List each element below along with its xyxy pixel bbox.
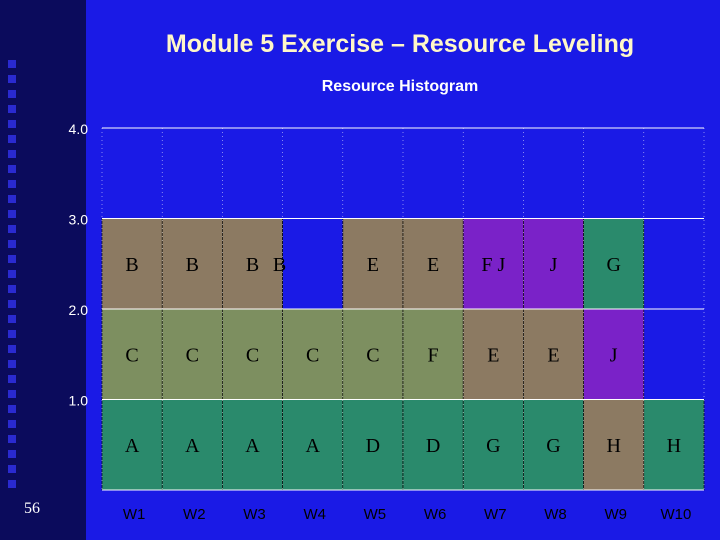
segment-label: J [610,344,618,366]
decor-square [8,150,16,158]
x-tick-label: W2 [183,506,206,523]
decor-square [8,360,16,368]
decor-square [8,420,16,428]
segment-label: B [273,254,286,276]
y-tick-label: 3.0 [69,212,89,228]
decor-square [8,165,16,173]
segment-label: E [547,344,559,366]
segment-label: G [606,254,620,276]
bar-segment [342,308,404,400]
decor-square [8,405,16,413]
bar-segment [101,399,163,491]
segment-label: A [125,435,140,457]
histogram-plot: ACBACBACBACBDCEDFEGEF JGEJHJGHB1.02.03.0… [69,121,705,523]
segment-label: J [550,254,558,276]
decor-square [8,240,16,248]
y-tick-label: 4.0 [69,121,89,137]
decor-square [8,390,16,398]
bar-segment [282,308,344,400]
segment-label: C [246,344,259,366]
decor-square [8,285,16,293]
segment-label: C [186,344,199,366]
segment-label: B [246,254,259,276]
segment-label: B [186,254,199,276]
segment-label: A [185,435,200,457]
bar-segment [342,399,404,491]
segment-label: D [426,435,440,457]
decor-square [8,135,16,143]
decor-square [8,435,16,443]
x-tick-label: W10 [660,506,691,523]
segment-label: D [366,435,380,457]
segment-label: A [245,435,260,457]
bar-segment [462,399,524,491]
x-tick-label: W3 [243,506,266,523]
bar-segment [222,308,283,400]
segment-label: H [667,435,681,457]
decor-square [8,330,16,338]
segment-label: G [546,435,560,457]
bar-segment [523,308,584,400]
chart-title: Resource Histogram [321,78,479,95]
bar-segment [222,218,283,310]
decor-square [8,225,16,233]
bar-segment [161,308,223,400]
decor-square [8,375,16,383]
segment-label: B [125,254,138,276]
decor-square [8,480,16,488]
decor-square [8,300,16,308]
segment-label: G [486,435,500,457]
bar-segment [101,308,163,400]
segment-label: C [125,344,138,366]
segment-label: C [366,344,379,366]
decor-square [8,90,16,98]
segment-label: F J [481,254,505,276]
decor-square [8,60,16,68]
x-tick-label: W1 [123,506,146,523]
decor-square [8,180,16,188]
bar-segment [101,218,163,310]
x-tick-label: W5 [364,506,387,523]
decor-square [8,270,16,278]
bar-segment [282,399,344,491]
decor-square [8,255,16,263]
decor-square [8,120,16,128]
decor-square [8,195,16,203]
decor-square [8,465,16,473]
bar-segment [222,399,283,491]
segment-label: H [606,435,620,457]
segment-label: E [427,254,439,276]
x-tick-label: W8 [544,506,567,523]
bar-segment [583,218,645,310]
x-tick-label: W6 [424,506,447,523]
bar-segment [583,399,645,491]
x-tick-label: W7 [484,506,507,523]
segment-label: C [306,344,319,366]
segment-label: E [367,254,379,276]
decor-square [8,210,16,218]
x-tick-label: W4 [303,506,326,523]
slide-title: Module 5 Exercise – Resource Leveling [165,30,635,58]
segment-label: E [487,344,499,366]
x-tick-label: W9 [604,506,627,523]
segment-label: A [305,435,320,457]
bar-segment [523,218,584,310]
segment-label: F [428,344,439,366]
bar-segment [161,218,223,310]
decor-square [8,105,16,113]
bar-segment [402,218,464,310]
page-number: 56 [24,500,40,517]
decor-square [8,450,16,458]
decor-square [8,345,16,353]
bar-segment [402,308,464,400]
y-tick-label: 1.0 [69,393,89,409]
y-tick-label: 2.0 [69,302,89,318]
bar-segment [583,308,645,400]
left-decoration [8,60,16,488]
decor-square [8,315,16,323]
overlay-segment [282,218,344,310]
decor-square [8,75,16,83]
